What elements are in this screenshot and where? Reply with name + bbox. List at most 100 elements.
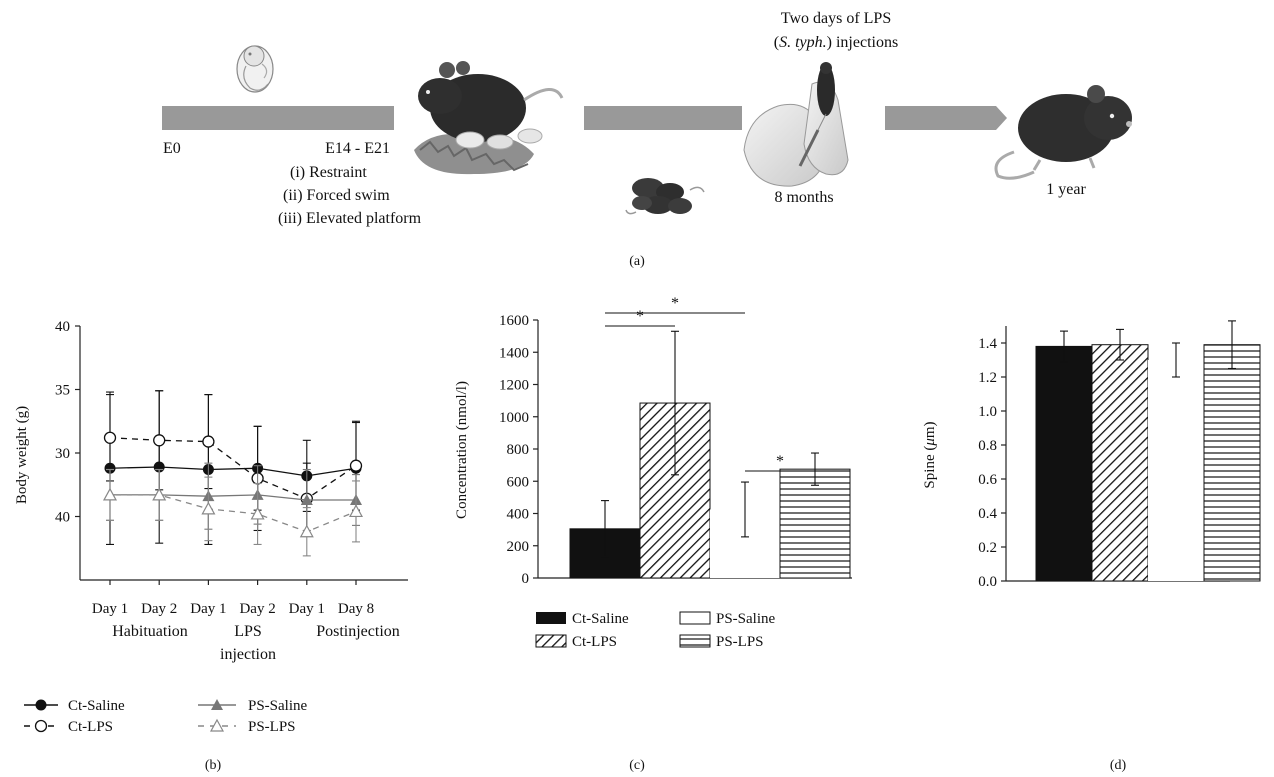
- legend-c-ps-lps: PS-LPS: [679, 634, 764, 650]
- panel-d-spine-chart: Spine (μm) 0.0 0.2 0.4 0.6 0.8 1.0 1.2 1.4 (d): [922, 320, 1261, 773]
- legend-ps-lps: PS-LPS: [198, 718, 296, 735]
- stressor-restraint: (i) Restraint: [290, 164, 367, 181]
- b-point-ps-lps: [348, 504, 364, 518]
- b-xtick-label: Day 2: [239, 601, 275, 617]
- legend-c-ps-saline: PS-Saline: [679, 611, 776, 627]
- legend-c-ct-lps: Ct-LPS: [535, 634, 617, 650]
- panel-c-significance: * * *: [605, 295, 815, 472]
- panel-d-y-ticks: 0.0 0.2 0.4 0.6 0.8 1.0 1.2 1.4: [978, 336, 1006, 590]
- b-point-ct-lps: [349, 459, 363, 472]
- c-ytick-label: 1400: [499, 345, 529, 361]
- lps-title-line2: (S. typh.) injections: [774, 34, 898, 51]
- b-series-ct-lps: [103, 390, 363, 535]
- panel-d-label: (d): [1110, 758, 1127, 773]
- d-ytick-label: 0.6: [978, 472, 997, 488]
- svg-text:PS-LPS: PS-LPS: [248, 719, 296, 735]
- panel-a-label: (a): [629, 254, 645, 269]
- timeline-end-label: E14 - E21: [325, 140, 390, 157]
- c-sig-star: *: [636, 308, 644, 325]
- panel-b-series: [102, 390, 364, 557]
- timeline-arrow-adult: [885, 106, 1007, 130]
- b-xtick-label: Day 8: [338, 601, 374, 617]
- svg-text:Ct-LPS: Ct-LPS: [572, 634, 617, 650]
- c-ytick-label: 200: [507, 539, 530, 555]
- svg-text:Ct-Saline: Ct-Saline: [572, 611, 629, 627]
- c-bar-ps-lps: [779, 468, 851, 579]
- c-sig-star: *: [776, 453, 784, 470]
- b-xtick-label: Day 1: [190, 601, 226, 617]
- svg-text:PS-Saline: PS-Saline: [716, 611, 776, 627]
- panel-c-y-ticks: 0 200 400 600 800 1000 1200 1400 1600: [499, 313, 538, 587]
- stressor-elevated-platform: (iii) Elevated platform: [278, 210, 422, 227]
- d-ytick-label: 0.0: [978, 574, 997, 590]
- lps-title-line1: Two days of LPS: [781, 10, 891, 27]
- d-bar-ps-saline: [1148, 360, 1204, 581]
- mother-mouse-with-pups-icon: [414, 61, 564, 175]
- b-point-ps-lps: [250, 506, 265, 520]
- b-ytick-label: 35: [55, 383, 70, 399]
- b-xtick-label: Day 1: [289, 601, 325, 617]
- panel-b-group-label-habituation: Habituation: [112, 623, 188, 640]
- svg-text:Ct-LPS: Ct-LPS: [68, 719, 113, 735]
- panel-b-group-label-postinjection: Postinjection: [316, 623, 400, 640]
- adult-mouse-icon: [994, 85, 1132, 180]
- b-line-ct-lps: [109, 437, 357, 500]
- b-point-ct-lps: [103, 431, 117, 444]
- legend-ct-lps: Ct-LPS: [24, 719, 113, 735]
- panel-d-bars: [1035, 320, 1261, 582]
- b-point-ps-lps: [102, 487, 118, 501]
- svg-text:PS-LPS: PS-LPS: [716, 634, 764, 650]
- embryo-icon: [236, 45, 274, 93]
- d-ytick-label: 1.0: [978, 404, 997, 420]
- panel-b-x-ticks: Day 1 Day 2 Day 1 Day 2 Day 1 Day 8: [92, 580, 374, 617]
- d-bar-ct-lps: [1091, 344, 1149, 582]
- b-xtick-label: Day 2: [141, 601, 177, 617]
- c-ytick-label: 1200: [499, 378, 529, 394]
- panel-b-y-axis-label: Body weight (g): [14, 406, 30, 504]
- d-ytick-label: 0.4: [978, 506, 997, 522]
- b-xtick-label: Day 1: [92, 601, 128, 617]
- c-ytick-label: 0: [522, 571, 530, 587]
- b-ytick-label: 40: [55, 510, 70, 526]
- c-ytick-label: 1000: [499, 410, 529, 426]
- panel-c-y-axis-label: Concentration (nmol/l): [454, 381, 470, 519]
- pups-icon: [625, 178, 705, 215]
- d-ytick-label: 1.2: [978, 370, 997, 386]
- panel-b-y-ticks: 40 35 30 40: [55, 319, 80, 526]
- b-series-ct-saline: [104, 390, 362, 545]
- panel-b-legend: Ct-Saline Ct-LPS PS-Saline PS-LPS: [24, 698, 308, 735]
- panel-a-timeline: E0 E14 - E21 (i) Restraint (ii) Forced s…: [162, 10, 1132, 269]
- time-1-year: 1 year: [1046, 181, 1086, 198]
- b-ytick-label: 30: [55, 446, 70, 462]
- d-bar-ps-lps: [1203, 344, 1261, 582]
- d-bar-ct-saline: [1035, 345, 1093, 582]
- c-ytick-label: 400: [507, 507, 530, 523]
- panel-c-bars: [569, 330, 851, 579]
- c-ytick-label: 800: [507, 442, 530, 458]
- b-ytick-label: 40: [55, 319, 70, 335]
- panel-c-legend: Ct-Saline PS-Saline Ct-LPS PS-LPS: [535, 611, 776, 650]
- timeline-start-label: E0: [163, 140, 181, 157]
- b-point-ct-lps: [153, 434, 166, 447]
- c-sig-star: *: [671, 295, 679, 312]
- panel-b-group-label-lps-line2: injection: [220, 646, 276, 663]
- legend-ct-saline: Ct-Saline: [24, 698, 125, 714]
- b-series-ps-lps: [102, 468, 364, 557]
- legend-c-ct-saline: Ct-Saline: [536, 611, 629, 627]
- panel-c-concentration-chart: Concentration (nmol/l) 0 200 400 600 800 1000…: [454, 295, 852, 773]
- panel-c-label: (c): [629, 758, 645, 773]
- b-point-ps-lps: [152, 487, 167, 501]
- panel-d-y-axis-label: Spine (μm): [922, 421, 938, 488]
- b-line-ct-saline: [109, 466, 357, 477]
- timeline-bar-gestation: [162, 106, 394, 130]
- b-point-ps-saline: [300, 493, 313, 505]
- stressor-forced-swim: (ii) Forced swim: [283, 187, 390, 204]
- c-ytick-label: 1600: [499, 313, 529, 329]
- injection-hand-mouse-icon: [743, 62, 849, 187]
- timeline-bar-pups: [584, 106, 742, 130]
- d-ytick-label: 0.8: [978, 438, 997, 454]
- b-point-ps-lps: [201, 501, 216, 515]
- panel-b-group-label-lps: LPS: [234, 623, 262, 640]
